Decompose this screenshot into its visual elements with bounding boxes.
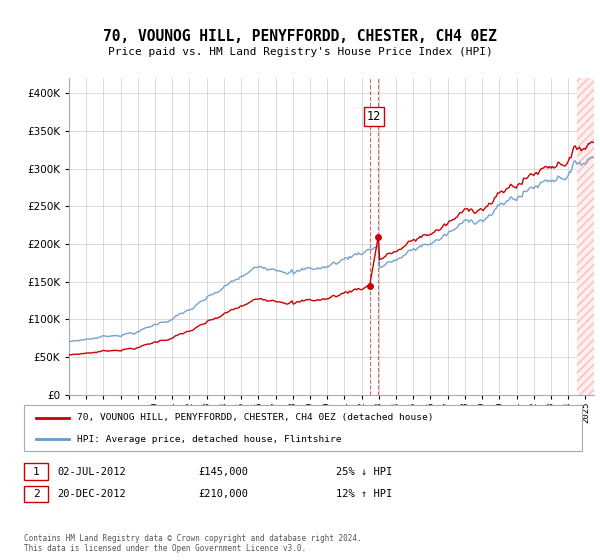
Text: 70, VOUNOG HILL, PENYFFORDD, CHESTER, CH4 0EZ (detached house): 70, VOUNOG HILL, PENYFFORDD, CHESTER, CH… xyxy=(77,413,433,422)
Text: £145,000: £145,000 xyxy=(198,466,248,477)
Text: 25% ↓ HPI: 25% ↓ HPI xyxy=(336,466,392,477)
Bar xyxy=(577,78,600,395)
Text: 70, VOUNOG HILL, PENYFFORDD, CHESTER, CH4 0EZ: 70, VOUNOG HILL, PENYFFORDD, CHESTER, CH… xyxy=(103,29,497,44)
Text: 2: 2 xyxy=(32,489,40,499)
Text: Price paid vs. HM Land Registry's House Price Index (HPI): Price paid vs. HM Land Registry's House … xyxy=(107,46,493,57)
Text: 12% ↑ HPI: 12% ↑ HPI xyxy=(336,489,392,499)
Text: Contains HM Land Registry data © Crown copyright and database right 2024.
This d: Contains HM Land Registry data © Crown c… xyxy=(24,534,362,553)
Text: £210,000: £210,000 xyxy=(198,489,248,499)
Text: 12: 12 xyxy=(367,110,381,123)
Text: 02-JUL-2012: 02-JUL-2012 xyxy=(57,466,126,477)
Text: HPI: Average price, detached house, Flintshire: HPI: Average price, detached house, Flin… xyxy=(77,435,341,444)
Text: 1: 1 xyxy=(32,466,40,477)
Text: 20-DEC-2012: 20-DEC-2012 xyxy=(57,489,126,499)
